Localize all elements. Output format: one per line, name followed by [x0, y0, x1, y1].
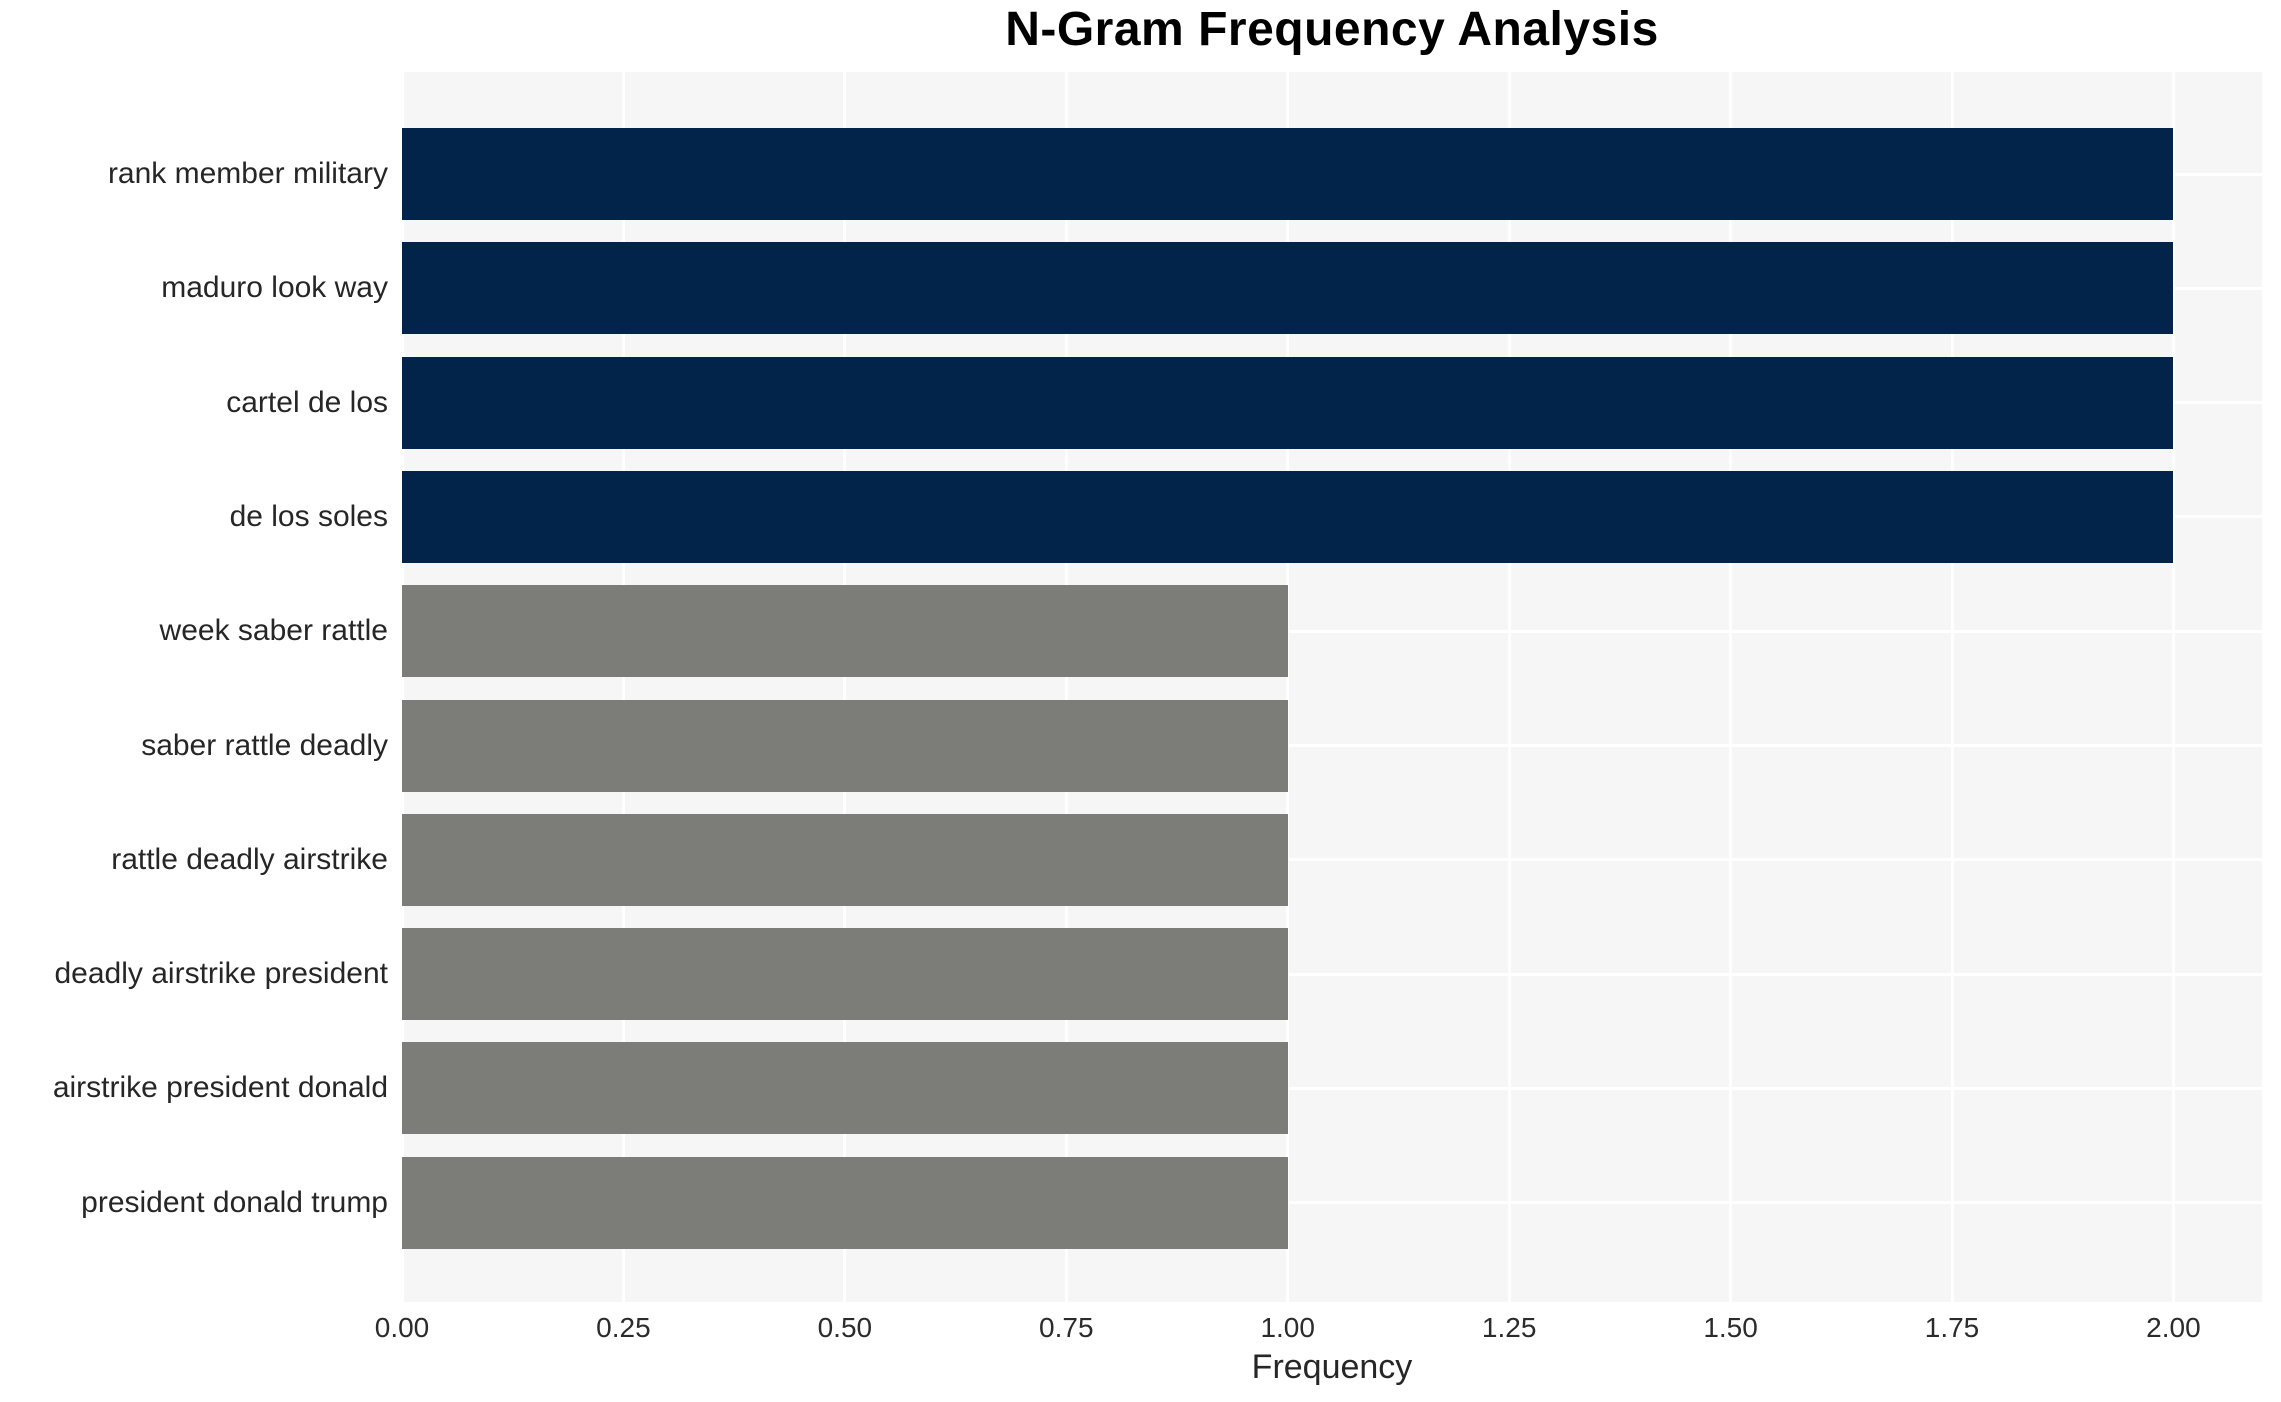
bar-deadly-airstrike-president: [402, 928, 1288, 1021]
vertical-gridline: [1950, 72, 1954, 1302]
x-tick-label: 1.00: [1260, 1312, 1315, 1343]
bar-saber-rattle-deadly: [402, 699, 1288, 792]
x-tick-label: 1.75: [1924, 1312, 1980, 1343]
horizontal-gridline: [402, 858, 2262, 862]
y-tick-label: rank member military: [107, 157, 388, 190]
bar-president-donald-trump: [402, 1156, 1288, 1249]
horizontal-gridline: [402, 744, 2262, 747]
vertical-gridline: [1729, 72, 1733, 1302]
y-tick-label: airstrike president donald: [52, 1071, 388, 1105]
bar-airstrike-president-donald: [402, 1042, 1288, 1135]
bar-de-los-soles: [402, 470, 2174, 563]
vertical-gridline: [843, 72, 847, 1302]
vertical-gridline: [1507, 72, 1511, 1302]
vertical-gridline: [621, 72, 625, 1302]
x-tick-label: 2.00: [2146, 1312, 2201, 1343]
y-tick-label: deadly airstrike president: [54, 957, 388, 991]
horizontal-gridline: [402, 972, 2262, 976]
x-tick-label: 1.50: [1703, 1312, 1758, 1343]
x-tick-label: 0.25: [596, 1312, 651, 1343]
bar-cartel-de-los: [402, 356, 2174, 449]
y-tick-label: cartel de los: [226, 385, 388, 419]
bar-rattle-deadly-airstrike: [402, 813, 1288, 906]
vertical-gridline: [2171, 72, 2175, 1302]
chart-title: N-Gram Frequency Analysis: [1005, 3, 1659, 56]
y-tick-label: president donald trump: [81, 1185, 388, 1219]
horizontal-gridline: [402, 629, 2262, 633]
x-tick-label: 1.25: [1481, 1312, 1537, 1343]
y-tick-label: rattle deadly airstrike: [111, 842, 388, 876]
vertical-gridline: [1064, 72, 1068, 1302]
horizontal-gridline: [402, 1086, 2262, 1090]
bar-week-saber-rattle: [402, 585, 1288, 678]
vertical-gridline: [1286, 72, 1290, 1302]
bar-rank-member-military: [402, 128, 2174, 220]
vertical-gridline: [400, 72, 404, 1302]
plot-area: [400, 72, 2262, 1302]
x-tick-label: 0.50: [817, 1312, 873, 1343]
bar-maduro-look-way: [402, 242, 2174, 335]
horizontal-gridline: [402, 1201, 2262, 1205]
x-tick-label: 0.00: [374, 1312, 430, 1343]
y-tick-label: saber rattle deadly: [141, 728, 388, 762]
y-tick-label: de los soles: [229, 499, 388, 533]
x-axis-label: Frequency: [1251, 1348, 1413, 1386]
y-tick-label: maduro look way: [161, 271, 388, 305]
y-tick-label: week saber rattle: [159, 614, 388, 648]
x-tick-label: 0.75: [1039, 1312, 1094, 1343]
